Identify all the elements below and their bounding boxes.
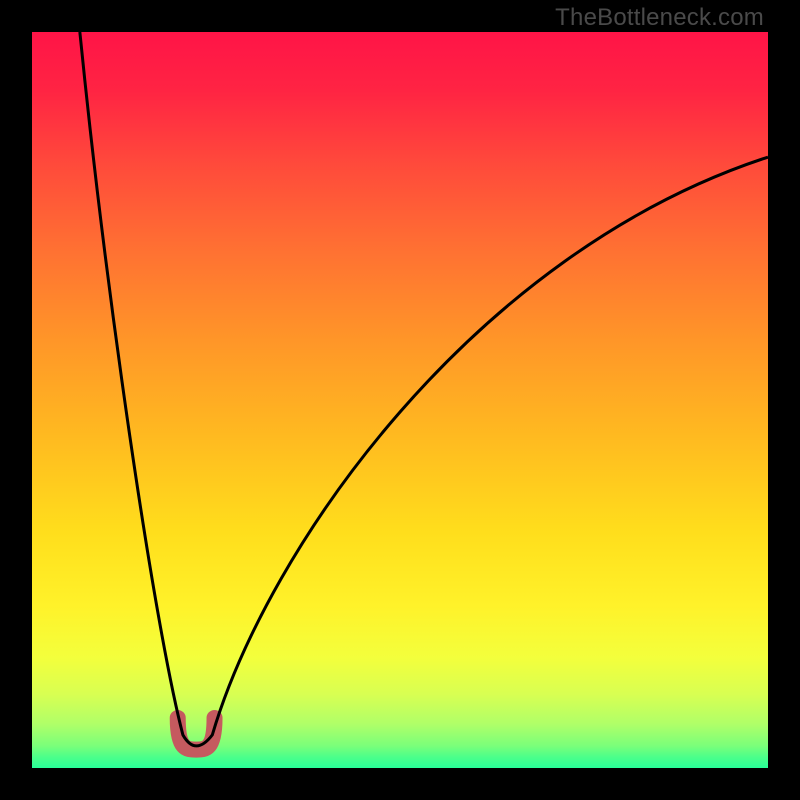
frame-left [0,0,32,800]
curve-layer [32,32,768,768]
frame-right [768,0,800,800]
watermark-text: TheBottleneck.com [555,4,764,32]
chart-container: TheBottleneck.com [0,0,800,800]
plot-area [32,32,768,768]
bottleneck-curve [80,32,768,746]
frame-bottom [0,768,800,800]
